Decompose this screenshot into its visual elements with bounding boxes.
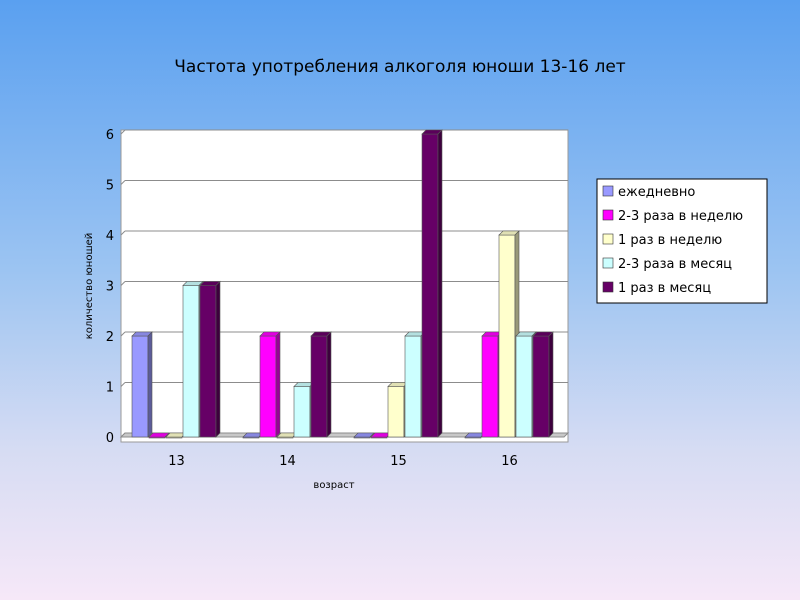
bar xyxy=(276,432,298,439)
chart-title: Частота употребления алкоголя юноши 13-1… xyxy=(174,57,626,77)
gridline-side xyxy=(120,331,126,337)
bar-front xyxy=(515,335,533,438)
bar-side xyxy=(215,280,221,438)
y-tick-label: 1 xyxy=(106,381,114,396)
y-tick-label: 6 xyxy=(106,128,114,143)
bar-front xyxy=(310,335,328,438)
bar-front xyxy=(387,386,405,438)
gridline-side xyxy=(120,180,126,185)
legend-item: 2-3 раза в месяц xyxy=(602,257,732,272)
legend-label: ежедневно xyxy=(618,185,695,200)
legend-item: 1 раз в неделю xyxy=(602,233,722,248)
bars xyxy=(131,129,554,439)
x-axis: 13 14 15 16 xyxy=(168,454,518,469)
bar-side xyxy=(164,432,170,438)
bar-side xyxy=(369,432,375,438)
bar-front xyxy=(259,335,277,438)
y-axis-label: количество юношей xyxy=(84,233,95,340)
gridline-side xyxy=(120,230,126,236)
bar xyxy=(532,331,554,438)
bar-side xyxy=(548,331,554,438)
x-tick-label: 16 xyxy=(501,454,518,469)
legend-swatch xyxy=(602,185,614,197)
x-tick-label: 13 xyxy=(168,454,185,469)
y-axis: 0 1 2 3 4 5 6 xyxy=(106,128,114,446)
legend-label: 2-3 раза в месяц xyxy=(618,257,732,272)
gridline-side xyxy=(120,281,126,286)
legend-label: 1 раз в неделю xyxy=(618,233,722,248)
legend: ежедневно 2-3 раза в неделю 1 раз в неделю… xyxy=(596,178,768,304)
bar-side xyxy=(147,331,153,438)
legend-label: 2-3 раза в неделю xyxy=(618,209,743,224)
legend-swatch xyxy=(602,209,614,221)
gridline-side xyxy=(120,382,126,387)
legend-swatch xyxy=(602,233,614,245)
bar xyxy=(259,331,281,438)
bar-front xyxy=(532,335,550,438)
legend-item: ежедневно xyxy=(602,185,695,200)
bar-side xyxy=(275,331,281,438)
bar-front xyxy=(498,234,516,438)
gridline-side xyxy=(120,129,126,135)
bar xyxy=(131,331,153,438)
bar xyxy=(310,331,332,438)
legend-box xyxy=(596,178,768,304)
y-tick-label: 2 xyxy=(106,330,114,345)
y-tick-label: 5 xyxy=(106,179,114,194)
bar-side xyxy=(326,331,332,438)
bar xyxy=(421,129,443,438)
bar-front xyxy=(182,285,200,438)
x-tick-label: 14 xyxy=(279,454,296,469)
bar-front xyxy=(131,335,149,438)
legend-label: 1 раз в месяц xyxy=(618,281,711,296)
y-tick-label: 0 xyxy=(106,431,114,446)
legend-swatch xyxy=(602,281,614,293)
y-tick-label: 4 xyxy=(106,229,114,244)
bar-front xyxy=(199,285,217,438)
legend-item: 1 раз в месяц xyxy=(602,281,711,296)
x-axis-label: возраст xyxy=(313,480,354,491)
y-tick-label: 3 xyxy=(106,280,114,295)
bar-side xyxy=(437,129,443,438)
x-tick-label: 15 xyxy=(390,454,407,469)
legend-swatch xyxy=(602,257,614,269)
bar xyxy=(148,432,170,439)
bar-front xyxy=(293,386,311,438)
bar-front xyxy=(404,335,422,438)
bar xyxy=(199,280,221,438)
bar xyxy=(353,432,375,439)
legend-item: 2-3 раза в неделю xyxy=(602,209,743,224)
bar-front xyxy=(481,335,499,438)
bar-front xyxy=(421,133,439,438)
